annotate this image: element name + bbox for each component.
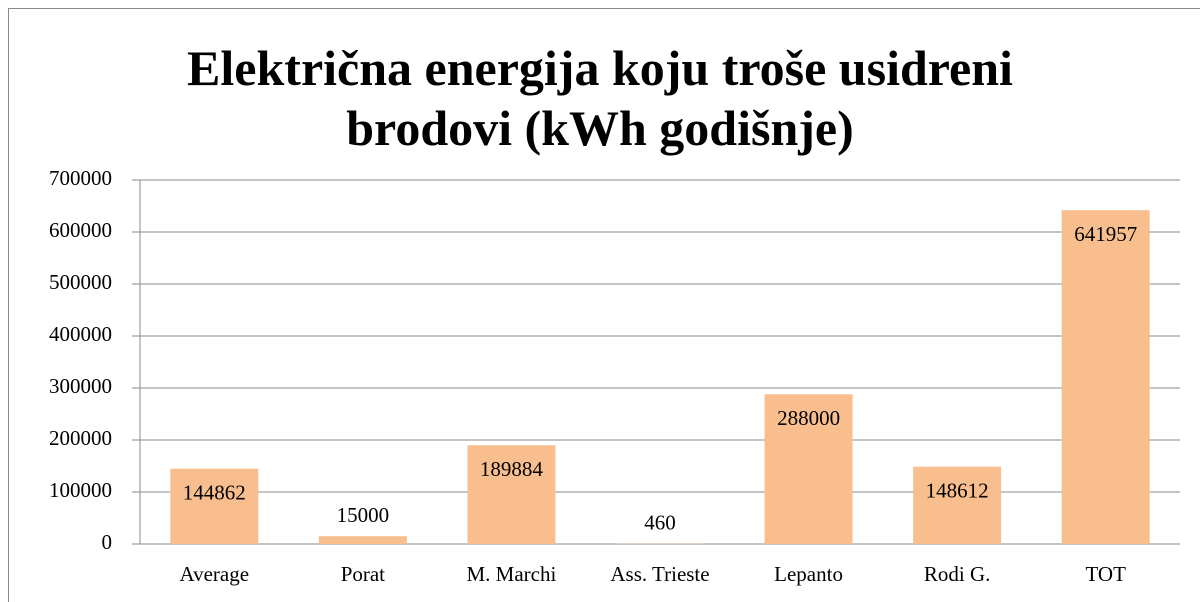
bar — [913, 466, 1002, 544]
y-tick-label: 400000 — [49, 322, 112, 346]
y-tick-label: 300000 — [49, 374, 112, 398]
x-tick-label: Rodi G. — [924, 562, 991, 586]
y-tick-label: 0 — [102, 530, 113, 554]
bar — [318, 536, 407, 544]
data-label: 189884 — [480, 457, 544, 481]
x-tick-label: TOT — [1085, 562, 1126, 586]
bar — [170, 468, 259, 544]
bar — [764, 394, 853, 544]
data-label: 148612 — [926, 479, 989, 503]
data-label: 460 — [644, 511, 676, 535]
x-tick-label: Porat — [341, 562, 385, 586]
y-tick-label: 500000 — [49, 270, 112, 294]
y-tick-label: 700000 — [49, 166, 112, 190]
chart-title: Električna energija koju troše usidreni … — [187, 40, 1013, 156]
x-tick-label: Average — [180, 562, 250, 586]
chart-border — [8, 8, 1200, 602]
bar — [1061, 210, 1150, 544]
y-tick-label: 200000 — [49, 426, 112, 450]
x-tick-label: Ass. Trieste — [610, 562, 709, 586]
data-label: 641957 — [1074, 222, 1137, 246]
bar — [467, 445, 556, 544]
x-tick-label: Lepanto — [774, 562, 843, 586]
y-tick-label: 100000 — [49, 478, 112, 502]
data-label: 144862 — [183, 480, 246, 504]
x-tick-label: M. Marchi — [467, 562, 557, 586]
y-tick-label: 600000 — [49, 218, 112, 242]
data-label: 15000 — [337, 503, 390, 527]
data-label: 288000 — [777, 406, 840, 430]
